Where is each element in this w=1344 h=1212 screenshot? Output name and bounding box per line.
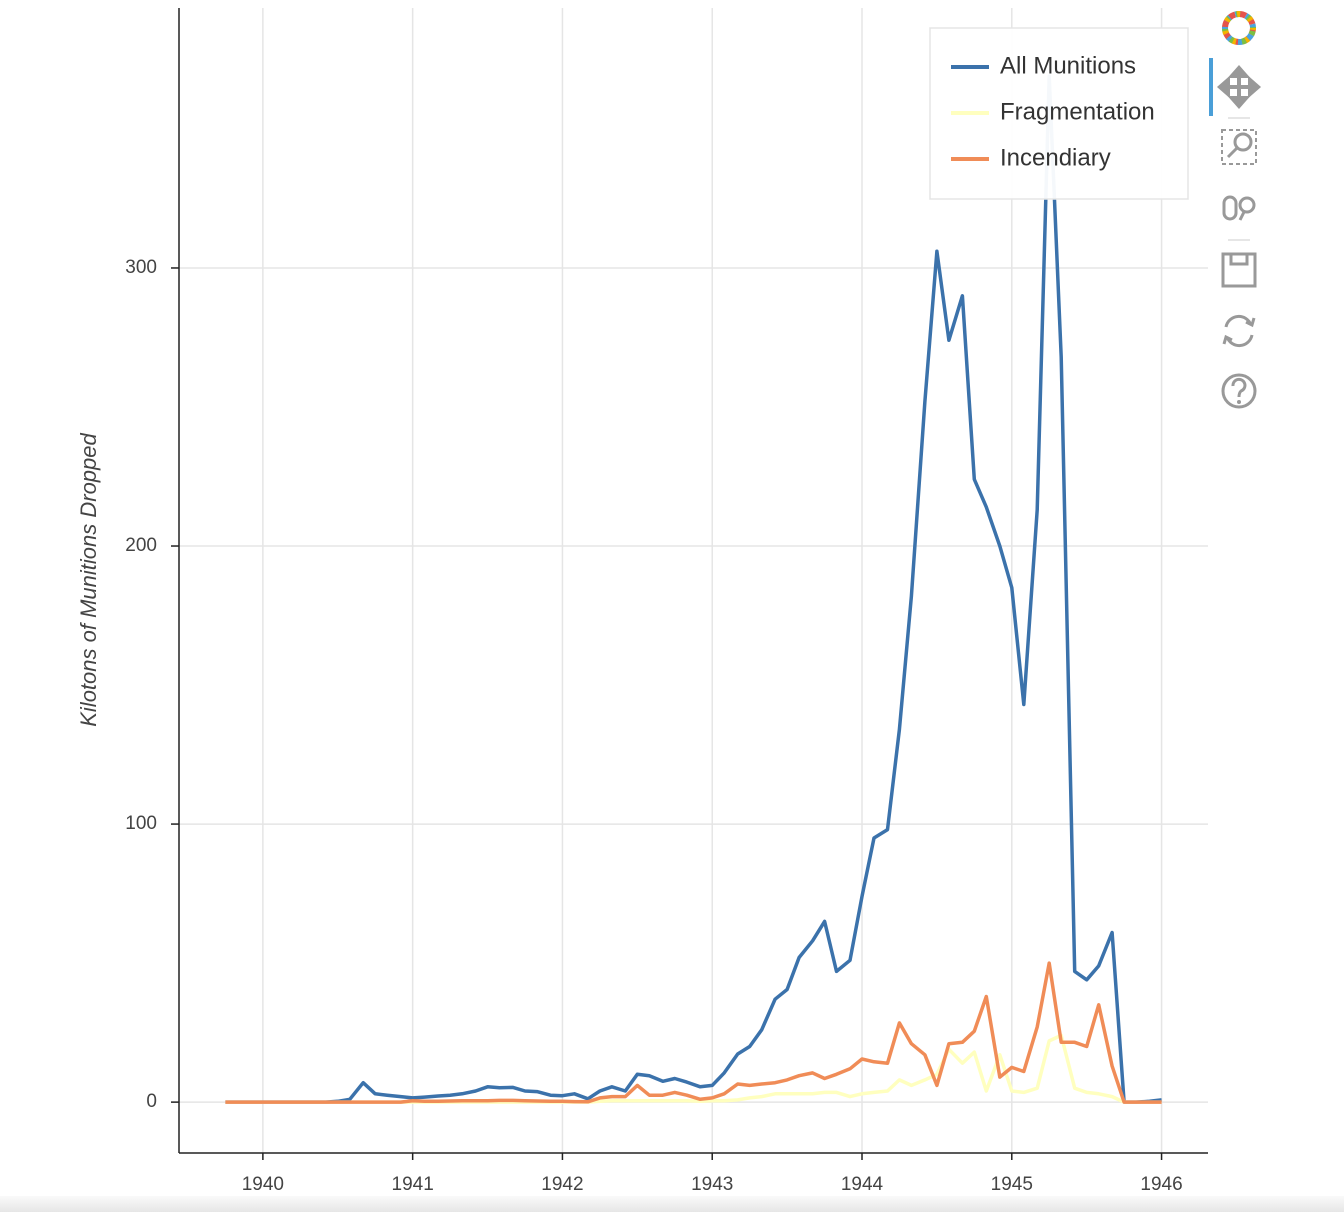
y-axis-label: Kilotons of Munitions Dropped (76, 432, 101, 726)
x-tick-label: 1942 (541, 1174, 583, 1195)
series-line (225, 1033, 1162, 1104)
axes: 0 100 200 300 1940 1941 1942 1943 1944 1945 1946 (125, 8, 1208, 1195)
save-tool[interactable] (1221, 252, 1257, 288)
window-edge (0, 1196, 1344, 1212)
bokeh-logo (1222, 11, 1256, 45)
plot-lines (225, 74, 1162, 1104)
y-tick-label: 100 (125, 813, 157, 834)
toolbar (1209, 11, 1262, 409)
y-tick-label: 300 (125, 257, 157, 278)
active-indicator (1209, 58, 1213, 116)
legend: All Munitions Fragmentation Incendiary (929, 27, 1189, 200)
x-tick-label: 1946 (1140, 1174, 1182, 1195)
x-tick-label: 1941 (392, 1174, 434, 1195)
legend-label: All Munitions (1000, 52, 1136, 79)
help-tool[interactable] (1221, 373, 1257, 409)
reset-tool[interactable] (1222, 314, 1256, 348)
wheel-zoom-tool[interactable] (1222, 195, 1256, 221)
legend-box (929, 27, 1189, 200)
y-tick-label: 0 (146, 1091, 157, 1112)
legend-label: Fragmentation (1000, 98, 1155, 125)
legend-label: Incendiary (1000, 144, 1111, 171)
y-tick-label: 200 (125, 535, 157, 556)
box-zoom-tool[interactable] (1221, 129, 1257, 165)
x-tick-label: 1944 (841, 1174, 884, 1195)
x-tick-label: 1945 (991, 1174, 1033, 1195)
series-line (225, 74, 1162, 1104)
pan-tool[interactable] (1216, 64, 1262, 110)
series-line (225, 961, 1162, 1104)
x-tick-label: 1943 (691, 1174, 733, 1195)
x-tick-label: 1940 (242, 1174, 284, 1195)
